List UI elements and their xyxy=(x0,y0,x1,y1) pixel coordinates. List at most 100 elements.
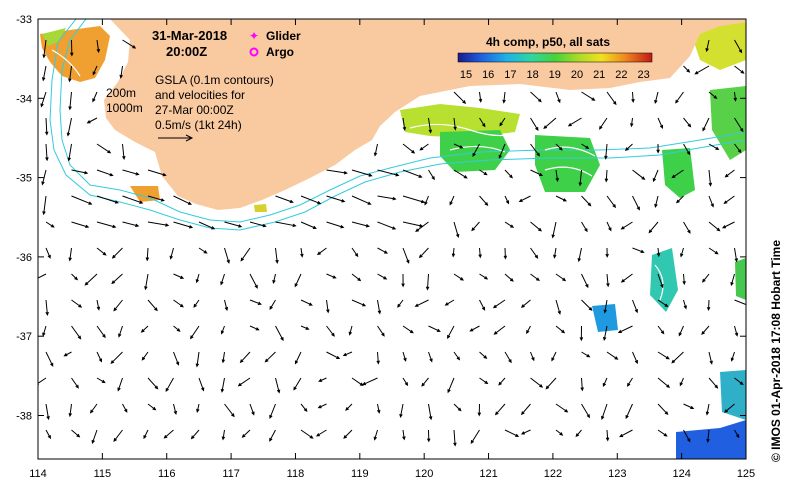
velocity-arrow xyxy=(275,221,297,228)
velocity-arrow xyxy=(42,195,47,216)
velocity-arrow xyxy=(555,325,566,334)
velocity-arrow xyxy=(326,299,330,314)
velocity-arrow xyxy=(419,143,429,151)
velocity-arrow xyxy=(617,325,633,334)
sst-patch-bight-green2 xyxy=(535,135,600,192)
lat-tick-label: -34 xyxy=(16,93,32,105)
velocity-arrow xyxy=(220,273,225,286)
velocity-arrow xyxy=(453,273,464,281)
velocity-arrow xyxy=(348,325,353,336)
velocity-arrow xyxy=(683,117,692,128)
velocity-arrow xyxy=(545,377,557,390)
velocity-arrow xyxy=(71,299,83,308)
velocity-arrow xyxy=(708,247,719,255)
velocity-arrow xyxy=(272,273,276,285)
velocity-arrow xyxy=(220,325,225,335)
colorbar-tick-label: 16 xyxy=(482,69,494,81)
velocity-arrow xyxy=(147,403,157,411)
velocity-arrow xyxy=(193,299,200,308)
velocity-arrow xyxy=(45,403,50,421)
velocity-arrow xyxy=(351,299,367,307)
velocity-arrow xyxy=(581,299,593,311)
velocity-arrow xyxy=(551,351,557,362)
velocity-arrow xyxy=(196,403,200,413)
velocity-arrow xyxy=(122,403,128,413)
velocity-arrow xyxy=(555,273,567,282)
colorbar-tick-label: 20 xyxy=(571,69,583,81)
velocity-arrow xyxy=(702,273,710,283)
velocity-arrow xyxy=(96,221,117,229)
velocity-arrow xyxy=(683,65,691,73)
sst-patch-east-yellow xyxy=(690,22,746,70)
velocity-arrow xyxy=(173,351,180,366)
velocity-arrow xyxy=(38,273,47,279)
velocity-arrow xyxy=(453,143,464,149)
velocity-arrow xyxy=(92,91,98,103)
velocity-arrow xyxy=(70,39,74,57)
lon-tick-label: 125 xyxy=(737,468,755,480)
velocity-arrow xyxy=(89,403,98,414)
velocity-arrow xyxy=(504,273,514,282)
velocity-arrow xyxy=(68,91,72,111)
lon-tick-label: 120 xyxy=(415,468,433,480)
colorbar-title: 4h comp, p50, all sats xyxy=(486,35,610,49)
velocity-arrow xyxy=(479,351,488,359)
velocity-arrow xyxy=(734,117,744,133)
velocity-arrow xyxy=(45,143,49,162)
velocity-arrow xyxy=(581,273,589,289)
velocity-arrow xyxy=(318,377,327,382)
velocity-arrow xyxy=(397,299,404,308)
velocity-arrow xyxy=(479,195,489,207)
velocity-arrow xyxy=(555,403,569,413)
plot-frame xyxy=(37,18,747,460)
velocity-arrow xyxy=(680,247,684,258)
velocity-arrow xyxy=(657,325,665,335)
lon-tick-label: 121 xyxy=(479,468,497,480)
velocity-arrow xyxy=(632,195,640,211)
lon-tick-label: 122 xyxy=(544,468,562,480)
velocity-arrow xyxy=(733,91,737,102)
velocity-arrow xyxy=(300,429,314,439)
velocity-arrow xyxy=(377,299,382,315)
velocity-arrow xyxy=(599,117,608,130)
velocity-arrow xyxy=(479,169,488,176)
velocity-arrow xyxy=(71,429,81,438)
velocity-arrow xyxy=(113,299,123,312)
velocity-arrow xyxy=(264,351,276,363)
legend-argo: Argo xyxy=(266,45,294,59)
velocity-arrow xyxy=(520,403,531,416)
velocity-arrow xyxy=(530,117,539,132)
velocity-arrow xyxy=(96,39,101,54)
velocity-arrow xyxy=(86,117,98,124)
velocity-arrow xyxy=(269,429,276,442)
velocity-arrow xyxy=(453,91,467,104)
velocity-arrow xyxy=(605,247,609,258)
velocity-arrow xyxy=(671,169,684,179)
map-date: 31-Mar-2018 xyxy=(152,28,227,43)
velocity-arrow xyxy=(671,351,684,364)
velocity-arrow xyxy=(657,351,670,360)
velocity-arrow xyxy=(42,325,47,337)
velocity-arrow xyxy=(351,247,359,258)
velocity-arrow xyxy=(453,403,462,412)
velocity-arrow xyxy=(453,221,460,239)
velocity-arrow xyxy=(630,117,634,128)
velocity-arrow xyxy=(530,221,542,232)
velocity-arrow xyxy=(555,299,561,315)
velocity-arrow xyxy=(402,247,410,264)
velocity-arrow xyxy=(44,117,49,136)
velocity-arrow xyxy=(71,221,90,229)
velocity-arrow xyxy=(721,221,735,229)
velocity-arrow xyxy=(71,169,89,175)
velocity-arrow xyxy=(478,247,482,259)
velocity-arrow xyxy=(447,377,455,394)
velocity-arrow xyxy=(67,143,72,162)
velocity-arrow xyxy=(708,351,713,365)
lon-tick-label: 124 xyxy=(672,468,690,480)
velocity-arrow xyxy=(502,91,506,104)
velocity-arrow xyxy=(734,247,738,263)
colorbar xyxy=(457,52,653,63)
velocity-arrow xyxy=(723,195,735,205)
lon-tick-label: 115 xyxy=(94,468,112,480)
velocity-arrow xyxy=(604,169,609,183)
